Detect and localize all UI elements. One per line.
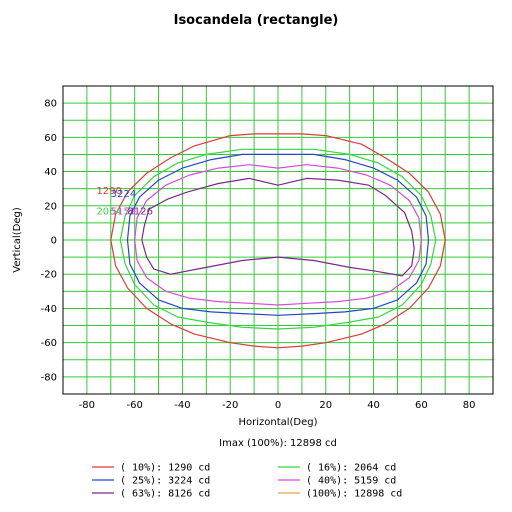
contour-label: 2064 bbox=[96, 206, 121, 217]
y-axis-label: Vertical(Deg) bbox=[12, 207, 23, 273]
legend-entry: ( 25%): 3224 cd bbox=[120, 476, 210, 487]
contour-label: 5159 bbox=[111, 206, 136, 217]
series-line bbox=[141, 177, 415, 277]
axis-ticks: -80 -60 -40 -20 0 20 40 60 80 80 60 40 20 0 -20 -40 -60 -… bbox=[41, 99, 476, 411]
x-tick-label: -80 bbox=[79, 400, 95, 411]
legend: ( 10%): 1290 cd ( 16%): 2064 cd ( 25%): 32… bbox=[92, 463, 402, 500]
series-line bbox=[134, 164, 422, 306]
x-tick-label: -20 bbox=[222, 400, 238, 411]
series-line bbox=[126, 153, 430, 316]
contour-label: 8126 bbox=[128, 206, 153, 217]
y-tick-label: 40 bbox=[44, 167, 57, 178]
legend-entry: ( 10%): 1290 cd bbox=[120, 463, 210, 474]
series-layer bbox=[110, 133, 446, 349]
chart-title: Isocandela (rectangle) bbox=[174, 13, 339, 28]
x-tick-label: -40 bbox=[174, 400, 190, 411]
y-tick-label: -40 bbox=[41, 304, 57, 315]
plot-frame bbox=[62, 85, 494, 395]
series-line bbox=[110, 133, 446, 349]
y-tick-label: 60 bbox=[44, 133, 57, 144]
legend-entry: (100%): 12898 cd bbox=[306, 489, 402, 500]
series-line bbox=[119, 148, 437, 330]
x-tick-label: 80 bbox=[463, 400, 476, 411]
x-tick-label: 0 bbox=[275, 400, 281, 411]
legend-entry: ( 16%): 2064 cd bbox=[306, 463, 396, 474]
x-tick-label: -60 bbox=[126, 400, 142, 411]
legend-entry: ( 40%): 5159 cd bbox=[306, 476, 396, 487]
x-tick-label: 60 bbox=[415, 400, 428, 411]
y-tick-label: -60 bbox=[41, 338, 57, 349]
y-tick-label: -20 bbox=[41, 270, 57, 281]
y-tick-label: 0 bbox=[51, 236, 57, 247]
y-tick-label: 80 bbox=[44, 99, 57, 110]
imax-label: Imax (100%): 12898 cd bbox=[219, 438, 337, 449]
x-tick-label: 20 bbox=[319, 400, 332, 411]
x-tick-label: 40 bbox=[367, 400, 380, 411]
x-axis-label: Horizontal(Deg) bbox=[238, 417, 317, 428]
legend-entry: ( 63%): 8126 cd bbox=[120, 489, 210, 500]
contour-label: 3224 bbox=[111, 189, 136, 200]
y-tick-label: 20 bbox=[44, 201, 57, 212]
y-tick-label: -80 bbox=[41, 372, 57, 383]
contour-label: 1290 bbox=[96, 186, 121, 197]
